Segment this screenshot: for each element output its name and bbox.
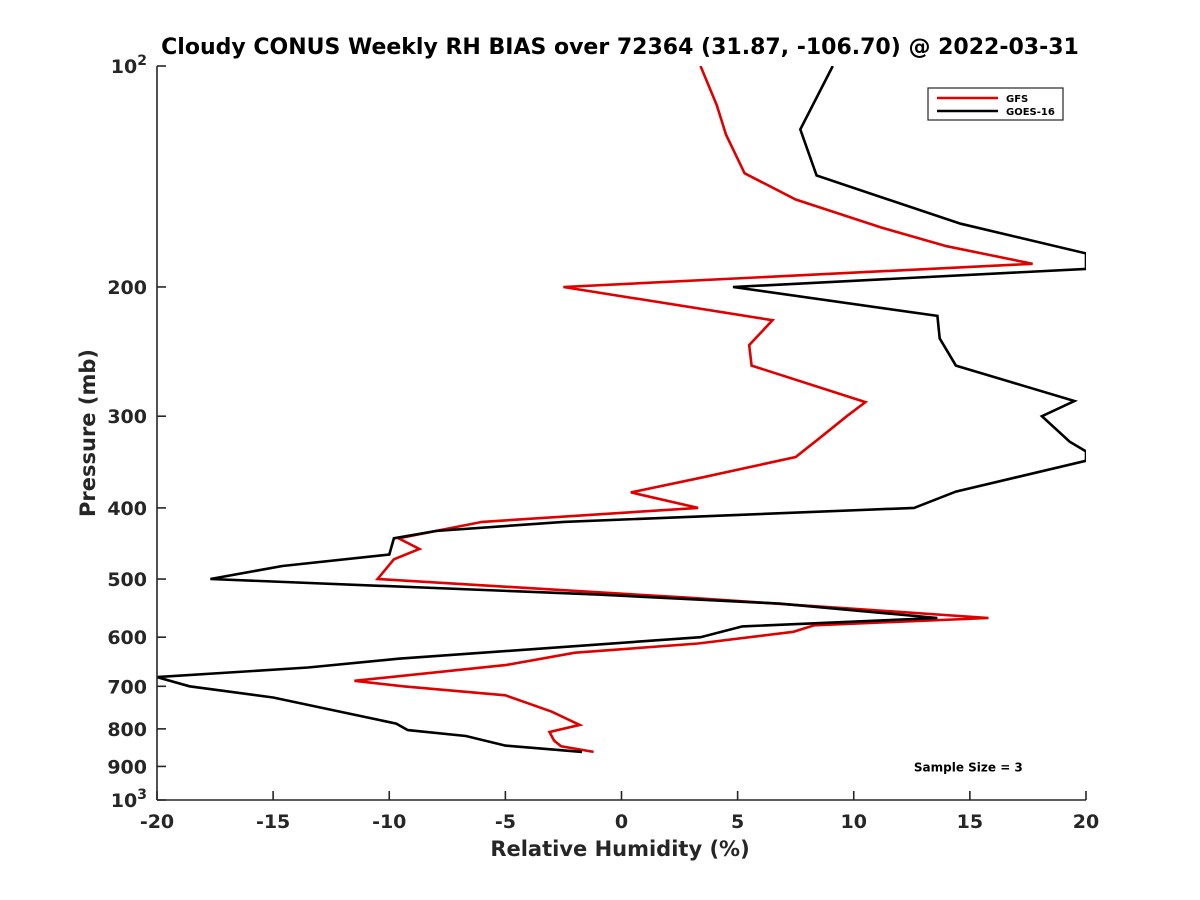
plot-area: -20 -15 -10 -5 0 5 10 15 20 102 200 300 400 500 600 700… — [107, 53, 1099, 833]
x-tick-label: -20 — [140, 811, 174, 833]
legend-box — [927, 87, 1064, 121]
x-tick-label: 5 — [731, 811, 744, 833]
series-line-gfs — [354, 66, 1033, 754]
x-tick-label: 20 — [1073, 811, 1099, 833]
x-tick-label: -15 — [256, 811, 290, 833]
x-tick-label: 10 — [841, 811, 867, 833]
chart-title: Cloudy CONUS Weekly RH BIAS over 72364 (… — [161, 35, 1079, 60]
y-tick-label: 900 — [107, 756, 147, 778]
x-tick-label: -5 — [495, 811, 516, 833]
legend-label-goes-16: GOES-16 — [1006, 107, 1055, 118]
y-axis-label: Pressure (mb) — [76, 349, 100, 517]
annotation-sample-size: Sample Size = 3 — [914, 760, 1023, 774]
series-line-goes-16 — [157, 66, 1086, 754]
legend-label-gfs: GFS — [1006, 94, 1028, 105]
y-tick-label: 102 — [111, 53, 147, 78]
y-tick-label: 800 — [107, 719, 147, 741]
y-tick-label: 500 — [107, 569, 147, 591]
y-tick-label: 700 — [107, 676, 147, 698]
y-tick-label: 200 — [107, 277, 147, 299]
y-tick-label: 103 — [111, 787, 147, 812]
x-tick-label: 0 — [615, 811, 628, 833]
y-tick-label: 400 — [107, 498, 147, 520]
x-tick-label: 15 — [957, 811, 983, 833]
y-tick-label: 300 — [107, 406, 147, 428]
y-tick-label: 600 — [107, 627, 147, 649]
x-axis-label: Relative Humidity (%) — [490, 837, 749, 861]
x-tick-label: -10 — [372, 811, 406, 833]
